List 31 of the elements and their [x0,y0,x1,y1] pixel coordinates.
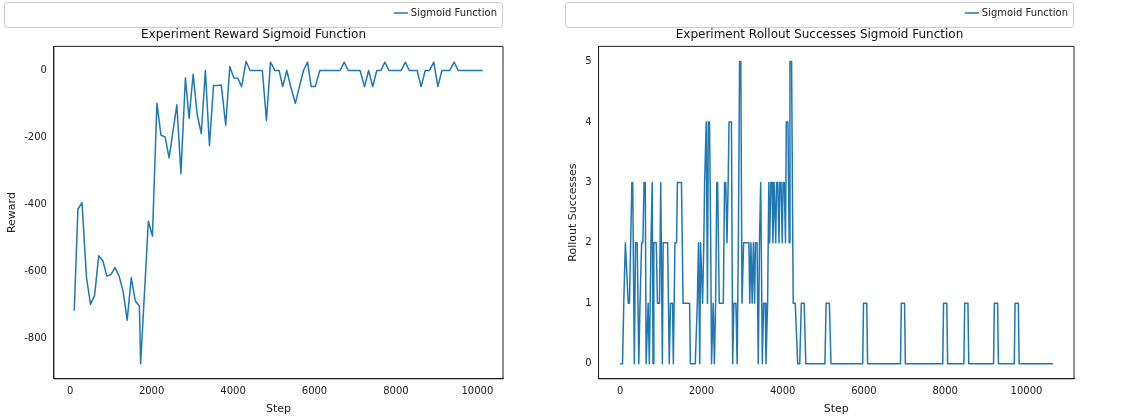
x-tick-label: 4000 [220,385,246,397]
y-tick-label: 4 [585,115,592,127]
legend-label: Sigmoid Function [981,6,1068,18]
x-tick-label: 6000 [851,385,877,397]
x-tick-label: 0 [616,385,624,397]
x-tick-label: 0 [66,385,74,397]
y-tick-label: -400 [24,198,47,210]
y-tick-label: 2 [585,236,592,248]
chart-title: Experiment Reward Sigmoid Function [140,27,367,42]
y-tick-label: 3 [585,175,592,187]
y-tick-label: 1 [585,296,592,308]
y-axis-title: Reward [5,192,19,234]
y-tick-label: 0 [585,357,592,369]
x-axis-title: Step [265,402,291,416]
y-tick-label: -200 [24,131,47,143]
y-tick-label: 5 [585,55,592,67]
x-tick-label: 8000 [383,385,409,397]
x-tick-label: 10000 [1010,385,1043,397]
x-tick-label: 8000 [932,385,958,397]
y-axis-title: Rollout Successes [566,163,580,262]
x-tick-label: 6000 [301,385,328,397]
legend-label: Sigmoid Function [410,6,497,18]
x-tick-label: 10000 [461,385,494,397]
x-axis-title: Step [823,402,849,416]
y-tick-label: -800 [24,332,47,344]
y-tick-label: 0 [40,64,47,76]
x-tick-label: 2000 [138,385,165,397]
y-tick-label: -600 [24,265,47,277]
chart-title: Experiment Rollout Successes Sigmoid Function [675,27,964,42]
x-tick-label: 4000 [769,385,796,397]
x-tick-label: 2000 [688,385,715,397]
